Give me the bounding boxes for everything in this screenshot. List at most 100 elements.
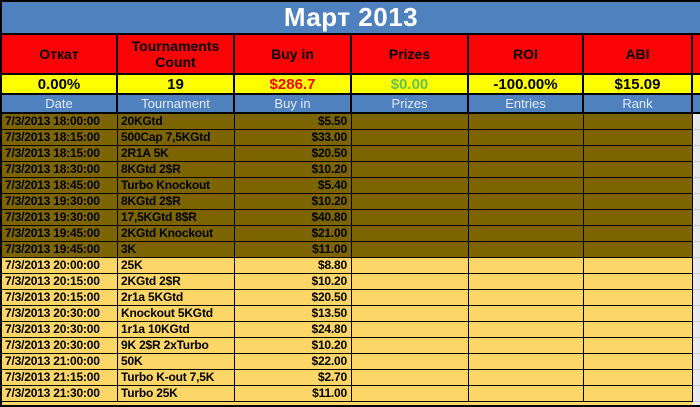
entries-cell[interactable] — [469, 194, 584, 210]
rank-cell[interactable] — [584, 114, 693, 130]
rank-cell[interactable] — [584, 370, 693, 386]
rank-cell[interactable] — [584, 258, 693, 274]
tournament-cell[interactable]: 1r1a 10KGtd — [118, 322, 235, 338]
tournament-cell[interactable]: 8KGtd 2$R — [118, 194, 235, 210]
date-cell[interactable]: 7/3/2013 20:00:00 — [2, 258, 118, 274]
entries-cell[interactable] — [469, 354, 584, 370]
date-cell[interactable]: 7/3/2013 20:15:00 — [2, 274, 118, 290]
tournament-cell[interactable]: 50K — [118, 354, 235, 370]
buyin-cell[interactable]: $10.20 — [235, 162, 352, 178]
summary-header-cell-0[interactable]: Откат — [2, 35, 118, 75]
date-cell[interactable]: 7/3/2013 21:15:00 — [2, 370, 118, 386]
date-cell[interactable]: 7/3/2013 19:45:00 — [2, 242, 118, 258]
date-cell[interactable]: 7/3/2013 18:15:00 — [2, 130, 118, 146]
prizes-cell[interactable] — [352, 194, 469, 210]
rank-cell[interactable] — [584, 146, 693, 162]
rank-cell[interactable] — [584, 386, 693, 402]
prizes-cell[interactable] — [352, 130, 469, 146]
rank-cell[interactable] — [584, 354, 693, 370]
entries-cell[interactable] — [469, 130, 584, 146]
prizes-cell[interactable] — [352, 354, 469, 370]
entries-cell[interactable] — [469, 386, 584, 402]
date-cell[interactable]: 7/3/2013 20:15:00 — [2, 290, 118, 306]
prizes-cell[interactable] — [352, 210, 469, 226]
buyin-cell[interactable]: $5.50 — [235, 114, 352, 130]
tournament-cell[interactable]: 17,5KGtd 8$R — [118, 210, 235, 226]
entries-cell[interactable] — [469, 338, 584, 354]
prizes-cell[interactable] — [352, 226, 469, 242]
prizes-cell[interactable] — [352, 178, 469, 194]
entries-cell[interactable] — [469, 178, 584, 194]
rank-cell[interactable] — [584, 210, 693, 226]
date-cell[interactable]: 7/3/2013 18:15:00 — [2, 146, 118, 162]
summary-value-cell-4[interactable]: -100.00% — [469, 75, 584, 95]
rank-cell[interactable] — [584, 242, 693, 258]
entries-cell[interactable] — [469, 226, 584, 242]
entries-cell[interactable] — [469, 258, 584, 274]
tournament-cell[interactable]: 8KGtd 2$R — [118, 162, 235, 178]
prizes-cell[interactable] — [352, 370, 469, 386]
buyin-cell[interactable]: $10.20 — [235, 194, 352, 210]
prizes-cell[interactable] — [352, 258, 469, 274]
date-cell[interactable]: 7/3/2013 18:00:00 — [2, 114, 118, 130]
prizes-cell[interactable] — [352, 338, 469, 354]
tournament-cell[interactable]: 2r1a 5KGtd — [118, 290, 235, 306]
buyin-cell[interactable]: $24.80 — [235, 322, 352, 338]
prizes-cell[interactable] — [352, 274, 469, 290]
column-header-prizes[interactable]: Prizes — [352, 95, 469, 114]
column-header-rank[interactable]: Rank — [584, 95, 693, 114]
tournament-cell[interactable]: Knockout 5KGtd — [118, 306, 235, 322]
entries-cell[interactable] — [469, 306, 584, 322]
tournament-cell[interactable]: 500Cap 7,5KGtd — [118, 130, 235, 146]
summary-value-cell-3[interactable]: $0.00 — [352, 75, 469, 95]
entries-cell[interactable] — [469, 242, 584, 258]
rank-cell[interactable] — [584, 290, 693, 306]
summary-value-cell-5[interactable]: $15.09 — [584, 75, 693, 95]
buyin-cell[interactable]: $13.50 — [235, 306, 352, 322]
entries-cell[interactable] — [469, 210, 584, 226]
prizes-cell[interactable] — [352, 114, 469, 130]
rank-cell[interactable] — [584, 338, 693, 354]
buyin-cell[interactable]: $10.20 — [235, 338, 352, 354]
tournament-cell[interactable]: Turbo Knockout — [118, 178, 235, 194]
buyin-cell[interactable]: $5.40 — [235, 178, 352, 194]
rank-cell[interactable] — [584, 226, 693, 242]
buyin-cell[interactable]: $10.20 — [235, 274, 352, 290]
summary-header-cell-5[interactable]: ABI — [584, 35, 693, 75]
rank-cell[interactable] — [584, 306, 693, 322]
rank-cell[interactable] — [584, 194, 693, 210]
entries-cell[interactable] — [469, 370, 584, 386]
summary-header-cell-4[interactable]: ROI — [469, 35, 584, 75]
tournament-cell[interactable]: Turbo K-out 7,5K — [118, 370, 235, 386]
date-cell[interactable]: 7/3/2013 20:30:00 — [2, 338, 118, 354]
column-header-buy-in[interactable]: Buy in — [235, 95, 352, 114]
date-cell[interactable]: 7/3/2013 21:00:00 — [2, 354, 118, 370]
tournament-cell[interactable]: 3K — [118, 242, 235, 258]
prizes-cell[interactable] — [352, 242, 469, 258]
rank-cell[interactable] — [584, 274, 693, 290]
buyin-cell[interactable]: $11.00 — [235, 386, 352, 402]
prizes-cell[interactable] — [352, 146, 469, 162]
month-title[interactable]: Март 2013 — [2, 2, 700, 35]
tournament-cell[interactable]: 20KGtd — [118, 114, 235, 130]
entries-cell[interactable] — [469, 274, 584, 290]
date-cell[interactable]: 7/3/2013 21:30:00 — [2, 386, 118, 402]
entries-cell[interactable] — [469, 290, 584, 306]
summary-header-cell-1[interactable]: Tournaments Count — [118, 35, 235, 75]
buyin-cell[interactable]: $8.80 — [235, 258, 352, 274]
buyin-cell[interactable]: $22.00 — [235, 354, 352, 370]
summary-value-cell-1[interactable]: 19 — [118, 75, 235, 95]
tournament-cell[interactable]: 9K 2$R 2xTurbo — [118, 338, 235, 354]
rank-cell[interactable] — [584, 162, 693, 178]
rank-cell[interactable] — [584, 178, 693, 194]
tournament-cell[interactable]: 2KGtd 2$R — [118, 274, 235, 290]
tournament-cell[interactable]: Turbo 25K — [118, 386, 235, 402]
date-cell[interactable]: 7/3/2013 19:45:00 — [2, 226, 118, 242]
date-cell[interactable]: 7/3/2013 18:45:00 — [2, 178, 118, 194]
buyin-cell[interactable]: $20.50 — [235, 146, 352, 162]
summary-value-cell-2[interactable]: $286.7 — [235, 75, 352, 95]
buyin-cell[interactable]: $21.00 — [235, 226, 352, 242]
date-cell[interactable]: 7/3/2013 20:30:00 — [2, 322, 118, 338]
entries-cell[interactable] — [469, 322, 584, 338]
buyin-cell[interactable]: $2.70 — [235, 370, 352, 386]
